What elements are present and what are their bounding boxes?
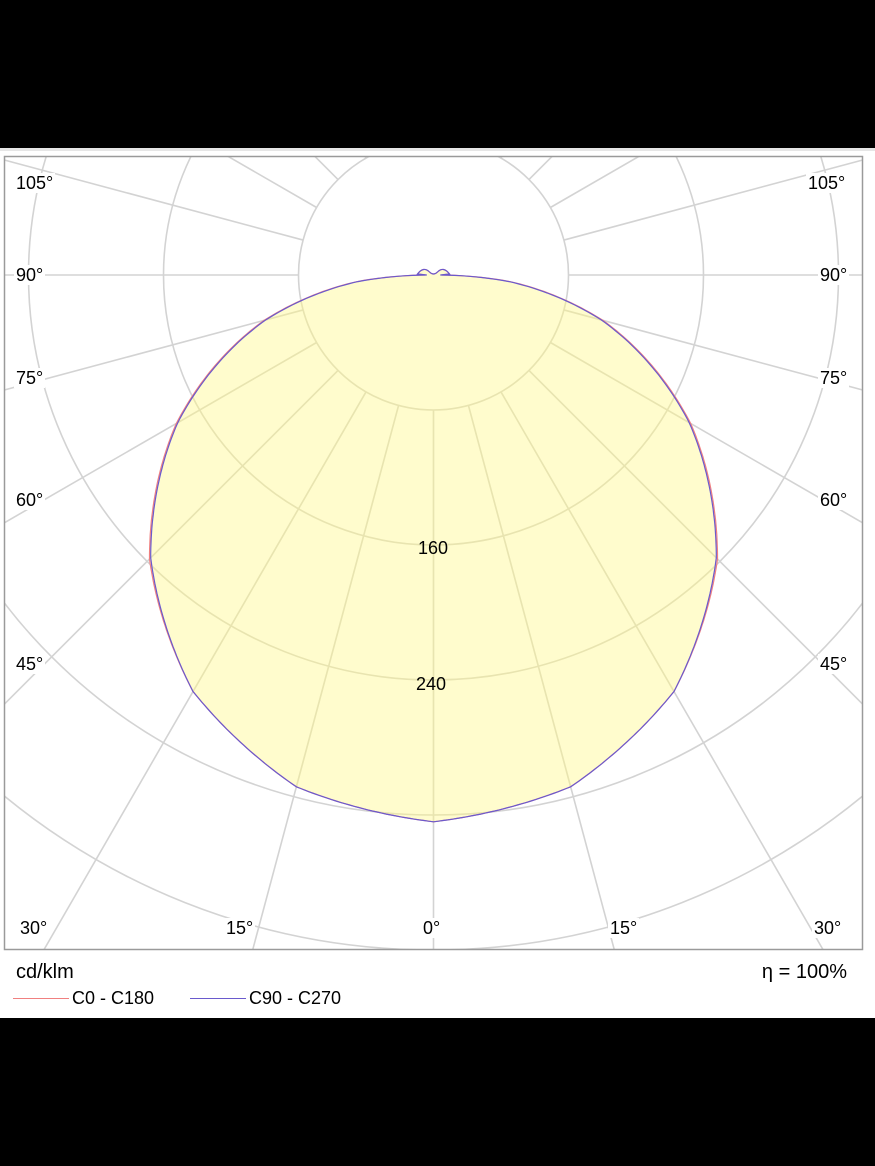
angle-label-left-60: 60° <box>14 490 46 510</box>
angle-label-0: 0° <box>421 918 443 938</box>
angle-label-left-105: 105° <box>14 173 56 193</box>
angle-label-left-75: 75° <box>14 368 46 388</box>
legend-swatch-red <box>13 997 69 999</box>
angle-label-left-45: 45° <box>14 654 46 674</box>
angle-label-right-75: 75° <box>818 368 850 388</box>
unit-label: cd/klm <box>16 961 74 983</box>
angle-label-left-90: 90° <box>14 265 46 285</box>
angle-label-right-105: 105° <box>806 173 848 193</box>
angle-label-right-45: 45° <box>818 654 850 674</box>
top-divider <box>0 148 875 151</box>
radial-label-240: 240 <box>416 674 447 694</box>
legend-item-c0: C0 - C180 <box>13 987 154 1009</box>
legend-swatch-blue <box>190 997 246 999</box>
angle-label-left-30: 30° <box>18 918 50 938</box>
angle-label-left-15: 15° <box>224 918 256 938</box>
radial-label-160: 160 <box>418 538 449 558</box>
legend-label-c0: C0 - C180 <box>72 987 155 1008</box>
plot-frame <box>3 155 864 951</box>
angle-label-right-30: 30° <box>812 918 844 938</box>
angle-label-right-15: 15° <box>608 918 640 938</box>
angle-label-right-60: 60° <box>818 490 850 510</box>
curve-c90-c270 <box>150 268 717 823</box>
efficiency-label: η = 100% <box>761 961 847 983</box>
angle-label-right-90: 90° <box>818 265 850 285</box>
legend-item-c90: C90 - C270 <box>190 987 341 1009</box>
legend-label-c90: C90 - C270 <box>249 987 342 1008</box>
